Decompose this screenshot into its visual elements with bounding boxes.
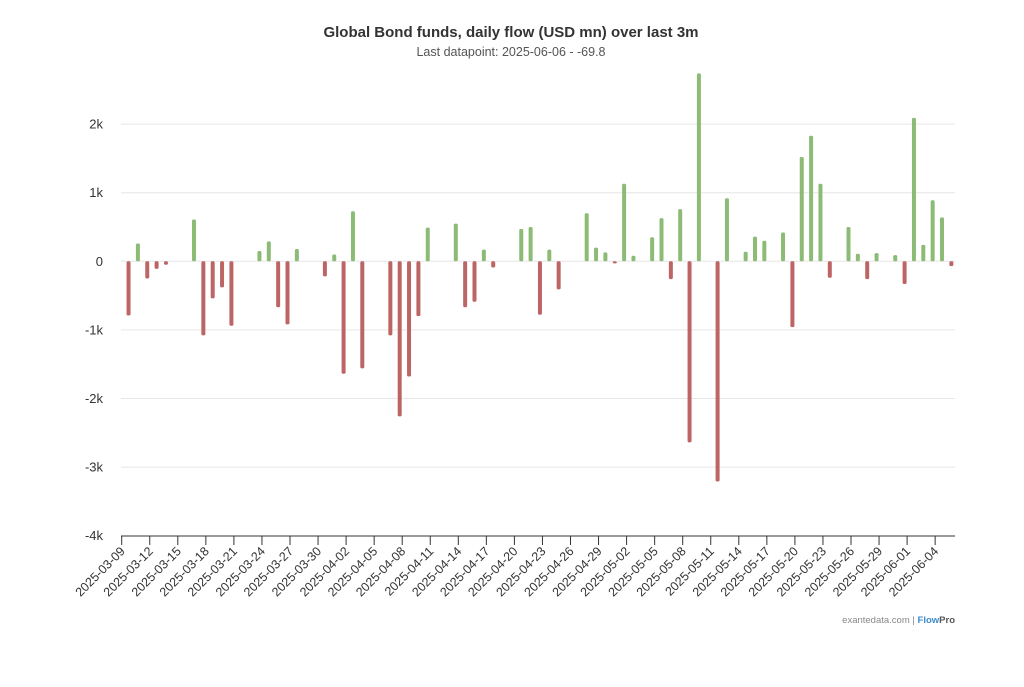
- bar-2025-05-01: [612, 261, 617, 264]
- bar-2025-03-13: [154, 261, 159, 269]
- y-tick-label: -4k: [85, 528, 104, 543]
- bar-2025-04-07: [388, 261, 393, 336]
- bar-2025-04-30: [603, 252, 608, 262]
- x-axis-ticks: 2025-03-092025-03-122025-03-152025-03-18…: [73, 536, 941, 599]
- y-axis-labels: 2k 1k 0 -1k -2k -3k -4k: [85, 117, 104, 544]
- bar-2025-05-21: [799, 157, 804, 262]
- bar-2025-05-24: [827, 261, 832, 278]
- bar-2025-05-29: [874, 253, 879, 262]
- bar-2025-04-22: [528, 227, 533, 262]
- y-tick-label: -1k: [85, 322, 104, 337]
- credits: exantedata.com | FlowPro: [842, 615, 955, 626]
- bars: [126, 73, 954, 482]
- bar-2025-03-24: [257, 251, 262, 262]
- credit-site: exantedata.com: [842, 615, 910, 626]
- bar-2025-05-15: [743, 251, 748, 262]
- bar-2025-05-19: [781, 232, 786, 262]
- bar-2025-04-04: [360, 261, 365, 369]
- bar-2025-05-12: [715, 261, 720, 482]
- gridlines: [121, 123, 955, 468]
- bar-2025-05-27: [855, 253, 860, 262]
- bar-2025-04-08: [397, 261, 402, 417]
- bar-2025-04-17: [481, 249, 486, 262]
- bar-2025-04-02: [341, 261, 346, 374]
- bar-2025-03-21: [229, 261, 234, 326]
- bar-2025-05-17: [762, 240, 767, 262]
- bar-2025-03-19: [210, 261, 215, 299]
- bar-2025-03-11: [135, 243, 140, 262]
- bar-2025-04-03: [350, 211, 355, 262]
- credit-brand-pro: Pro: [939, 615, 955, 626]
- bar-2025-05-06: [659, 218, 664, 262]
- bar-2025-04-25: [556, 261, 561, 290]
- bar-2025-05-10: [696, 73, 701, 262]
- bar-2025-04-15: [463, 261, 468, 308]
- bar-2025-04-09: [407, 261, 412, 377]
- bar-2025-06-02: [911, 117, 916, 262]
- y-tick-label: -2k: [85, 391, 104, 406]
- bar-2025-04-11: [425, 227, 430, 262]
- bar-2025-04-29: [594, 247, 599, 262]
- bar-2025-04-23: [537, 261, 542, 315]
- bar-2025-03-28: [294, 248, 299, 262]
- bar-2025-06-04: [930, 200, 935, 262]
- bar-2025-06-05: [940, 217, 944, 262]
- bar-2025-05-20: [790, 261, 795, 328]
- bar-2025-04-24: [547, 249, 552, 262]
- bar-2025-03-27: [285, 261, 290, 325]
- bar-2025-03-10: [126, 261, 131, 316]
- y-tick-label: 2k: [89, 117, 103, 132]
- credit-separator: |: [910, 615, 918, 626]
- bar-2025-04-21: [519, 229, 524, 262]
- bar-2025-05-16: [753, 236, 757, 262]
- credit-brand-flow: Flow: [918, 615, 940, 626]
- y-tick-label: 0: [96, 254, 103, 269]
- bar-2025-04-18: [491, 261, 496, 268]
- bar-2025-05-13: [724, 198, 729, 262]
- bar-2025-04-14: [453, 223, 458, 262]
- bar-2025-05-26: [846, 227, 851, 262]
- bar-2025-05-05: [650, 237, 655, 262]
- bar-2025-06-01: [902, 261, 907, 284]
- bar-2025-05-07: [668, 261, 673, 280]
- bar-2025-06-06: [949, 261, 954, 267]
- bar-2025-05-23: [818, 183, 823, 262]
- chart-subtitle: Last datapoint: 2025-06-06 - -69.8: [416, 45, 605, 59]
- bar-2025-04-10: [416, 261, 421, 317]
- bar-2025-03-26: [276, 261, 281, 308]
- bar-2025-03-20: [220, 261, 225, 288]
- bar-2025-03-31: [322, 261, 327, 277]
- y-tick-label: -3k: [85, 460, 104, 475]
- bar-2025-05-08: [678, 209, 683, 262]
- bar-2025-04-01: [332, 254, 337, 262]
- bar-2025-03-25: [266, 241, 271, 262]
- chart-title: Global Bond funds, daily flow (USD mn) o…: [323, 24, 698, 41]
- bar-2025-04-16: [472, 261, 477, 302]
- bar-2025-03-14: [163, 261, 168, 265]
- bar-2025-05-02: [622, 183, 627, 262]
- bar-2025-03-17: [192, 219, 196, 262]
- bar-2025-05-31: [893, 255, 898, 262]
- bar-2025-05-22: [809, 135, 814, 262]
- bar-2025-05-03: [631, 255, 636, 262]
- bar-2025-04-28: [584, 213, 589, 262]
- bar-2025-03-12: [145, 261, 150, 279]
- bar-2025-05-09: [687, 261, 692, 443]
- y-tick-label: 1k: [89, 185, 103, 200]
- bar-2025-05-28: [865, 261, 870, 280]
- bar-2025-06-03: [921, 244, 926, 262]
- bar-2025-03-18: [201, 261, 206, 336]
